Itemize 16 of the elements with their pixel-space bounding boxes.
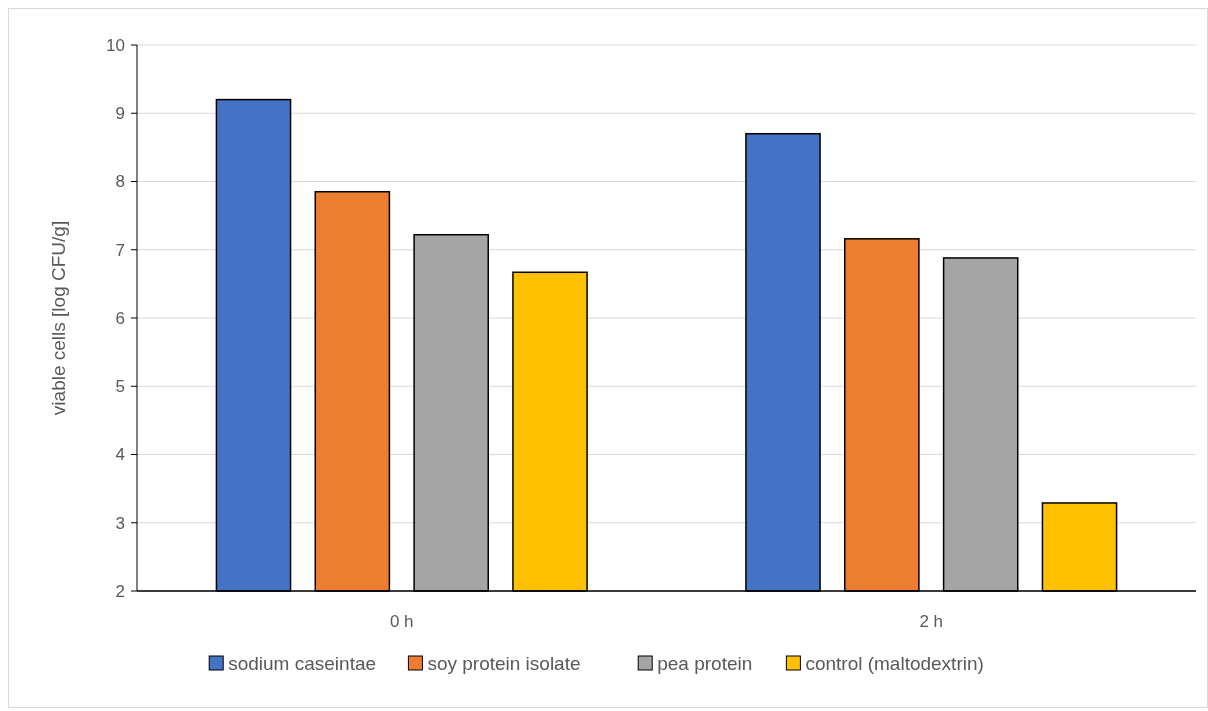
x-tick-label: 2 h	[919, 612, 944, 631]
y-tick-label: 10	[106, 35, 125, 55]
y-tick-label: 2	[115, 581, 125, 601]
y-tick-label: 3	[115, 513, 125, 533]
y-axis-title: viable cells [log CFU/g]	[48, 220, 69, 416]
legend-label: soy protein isolate	[427, 652, 581, 674]
y-tick-label: 7	[115, 240, 125, 260]
y-tick-label: 9	[115, 104, 125, 124]
legend-label: sodium caseintae	[228, 652, 377, 674]
y-tick-label: 6	[115, 308, 125, 328]
y-tick-label: 5	[115, 377, 125, 397]
x-tick-label: 0 h	[389, 612, 414, 631]
y-tick-label: 4	[115, 445, 125, 465]
legend-label: control (maltodextrin)	[805, 652, 984, 674]
legend-label: pea protein	[657, 652, 753, 674]
y-tick-label: 8	[115, 172, 125, 192]
